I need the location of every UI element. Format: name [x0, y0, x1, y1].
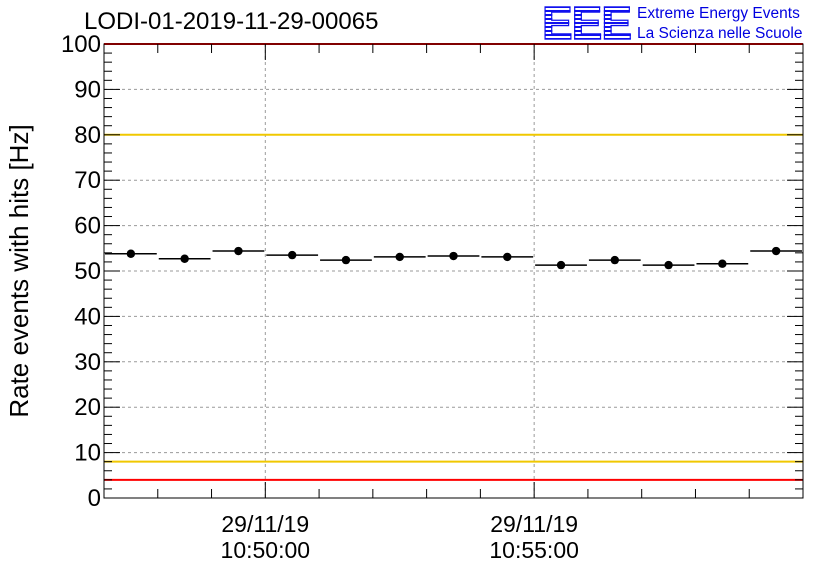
data-point [395, 252, 404, 262]
x-tick-label-date: 29/11/19 [490, 511, 578, 537]
y-tick-label: 90 [74, 76, 101, 103]
y-axis-label: Rate events with hits [Hz] [4, 124, 34, 417]
data-point [180, 254, 189, 263]
y-tick-label: 0 [88, 485, 101, 512]
y-tick-label: 100 [61, 31, 101, 58]
y-tick-label: 80 [74, 122, 101, 149]
logo-line-1: Extreme Energy Events [637, 5, 800, 22]
data-point [341, 255, 351, 265]
y-tick-label: 30 [74, 349, 101, 376]
data-point [503, 252, 512, 262]
data-point [234, 246, 243, 256]
data-point [718, 259, 727, 268]
data-point [664, 260, 673, 270]
data-point [126, 249, 136, 258]
data-point [556, 260, 566, 270]
x-tick-label-time: 10:50:00 [221, 537, 311, 563]
data-point [449, 251, 458, 261]
x-tick-label-date: 29/11/19 [221, 511, 309, 537]
data-point [287, 250, 297, 260]
y-tick-label: 70 [74, 167, 101, 194]
eee-logo-mark: EEE [541, 0, 632, 49]
y-tick-label: 20 [74, 394, 101, 421]
chart-title: LODI-01-2019-11-29-00065 [84, 8, 379, 35]
y-tick-label: 50 [74, 258, 101, 285]
eee-logo: EEE Extreme Energy Events La Scienza nel… [541, 0, 832, 49]
x-tick-label-time: 10:55:00 [489, 537, 579, 563]
data-point [610, 255, 620, 265]
y-tick-label: 40 [74, 303, 101, 330]
logo-line-2: La Scienza nelle Scuole [637, 25, 803, 42]
data-point [771, 246, 781, 256]
y-tick-label: 10 [74, 440, 101, 467]
y-tick-label: 60 [74, 213, 101, 240]
